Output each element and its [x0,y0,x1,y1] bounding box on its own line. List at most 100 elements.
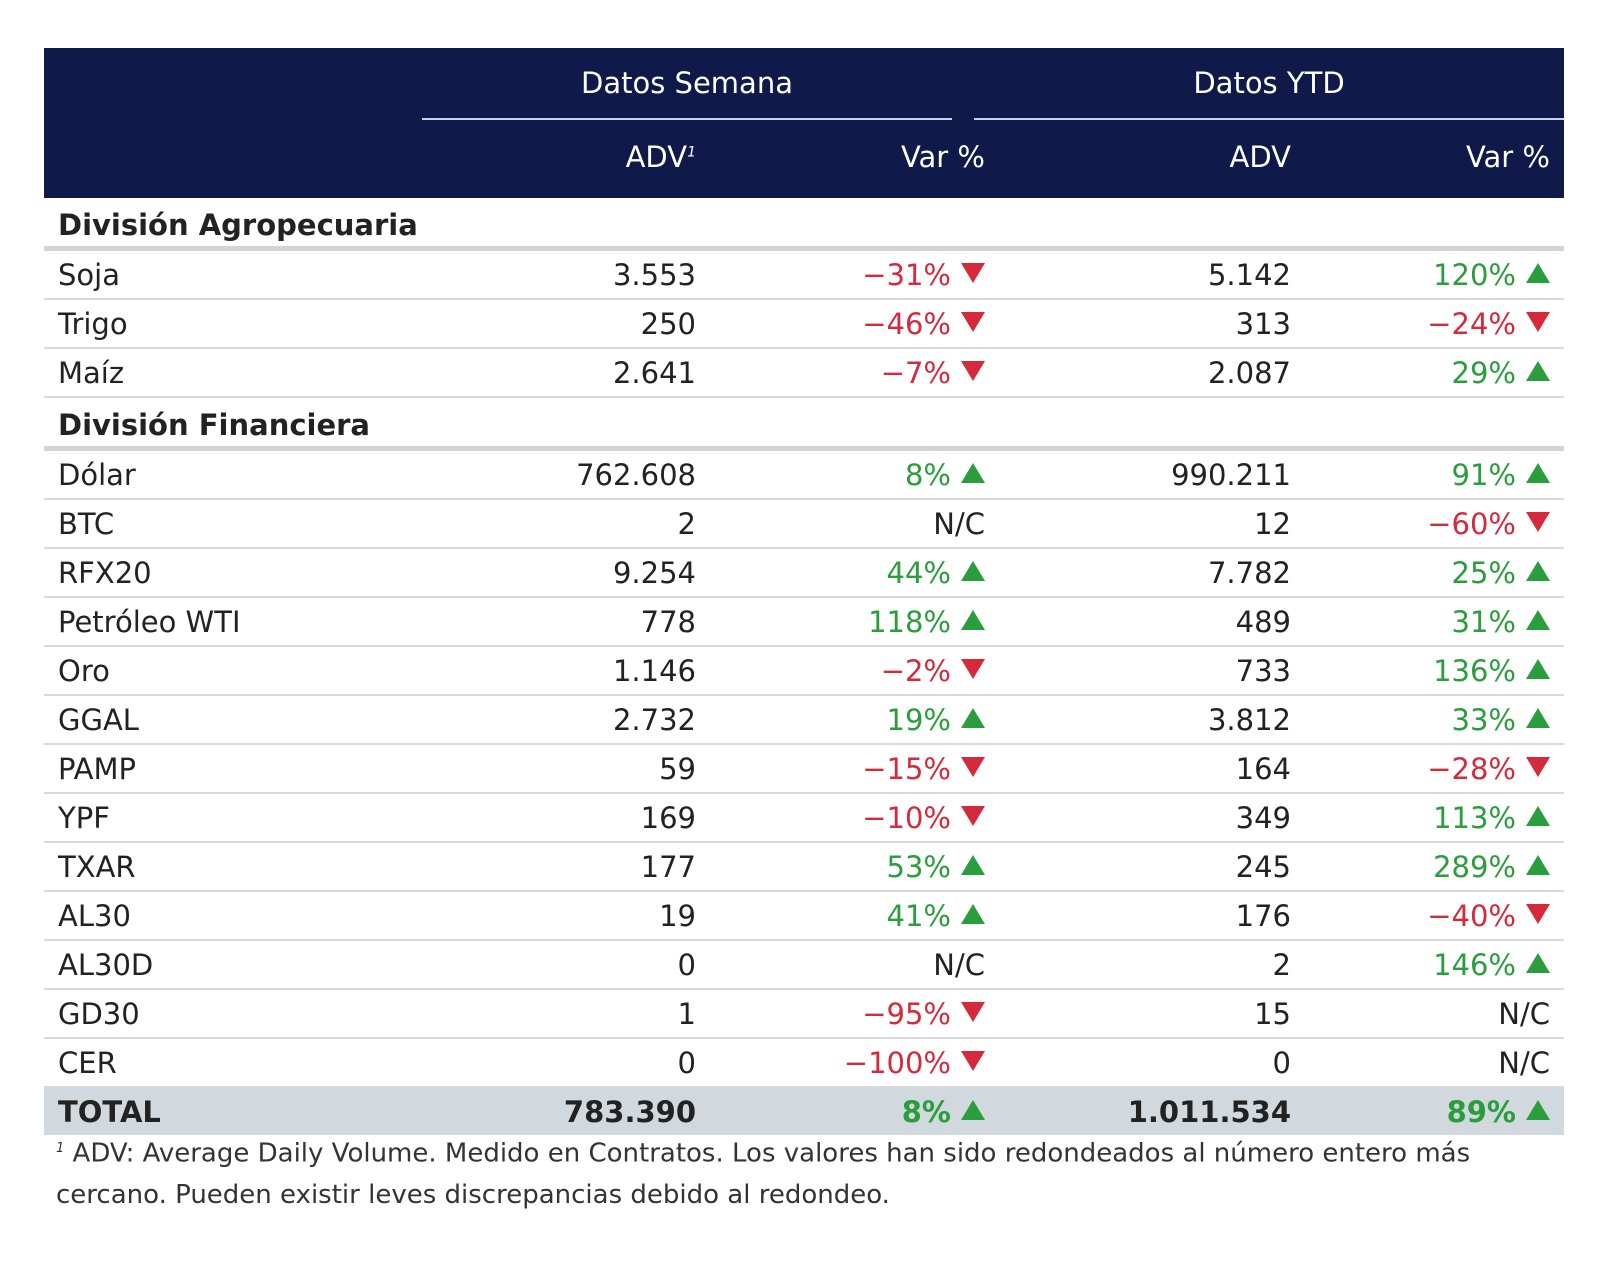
section-title: División Agropecuaria [58,208,418,242]
triangle-up-icon [1526,610,1550,630]
adv-ytd-cell: 2.087 [1207,356,1291,390]
table-row: Oro 1.146 −2% 733 136% [44,647,1564,696]
var-value: 91% [1451,458,1516,492]
adv-week-cell: 783.390 [563,1095,696,1129]
adv-week-cell: 2.641 [612,356,696,390]
adv-ytd-cell: 0 [1272,1046,1291,1080]
group-divider-ytd [974,118,1564,120]
var-cell: −2% [881,654,985,688]
row-label: Soja [58,258,120,292]
var-cell: −7% [881,356,985,390]
var-cell: 118% [868,605,985,639]
adv-ytd-cell: 733 [1235,654,1291,688]
var-value: 53% [886,850,951,884]
adv-week-cell: 762.608 [576,458,696,492]
var-value: 136% [1433,654,1516,688]
adv-ytd-cell: 990.211 [1171,458,1291,492]
adv-week-cell: 19 [659,899,696,933]
var-cell: 289% [1433,850,1550,884]
row-label: GD30 [58,997,140,1031]
triangle-down-icon [961,757,985,777]
table-row: AL30D 0 N/C 2 146% [44,941,1564,990]
var-value: 289% [1433,850,1516,884]
triangle-up-icon [1526,855,1550,875]
adv-ytd-cell: 1.011.534 [1127,1095,1291,1129]
var-cell: N/C [933,507,985,541]
var-value: −100% [843,1046,951,1080]
var-value: 41% [886,899,951,933]
var-value: 89% [1446,1095,1516,1129]
adv-table: Datos Semana Datos YTD ADV1 Var % ADV Va… [44,48,1564,1135]
row-label: AL30 [58,899,131,933]
var-value: 29% [1451,356,1516,390]
table-row: Soja 3.553 −31% 5.142 120% [44,251,1564,300]
adv-ytd-cell: 7.782 [1207,556,1291,590]
var-value: 44% [886,556,951,590]
var-value: 33% [1451,703,1516,737]
var-cell: 33% [1452,703,1550,737]
var-cell: −24% [1427,307,1550,341]
table-row: RFX20 9.254 44% 7.782 25% [44,549,1564,598]
triangle-down-icon [1526,904,1550,924]
footnote-mark: 1 [56,1141,65,1156]
triangle-up-icon [961,463,985,483]
triangle-up-icon [961,904,985,924]
group-divider-week [422,118,952,120]
var-cell: 25% [1452,556,1550,590]
row-label: Dólar [58,458,136,492]
triangle-down-icon [961,263,985,283]
col-header-var-ytd: Var % [1465,140,1550,174]
table-header: Datos Semana Datos YTD ADV1 Var % ADV Va… [44,48,1564,198]
table-row: BTC 2 N/C 12 −60% [44,500,1564,549]
var-value: −7% [880,356,951,390]
adv-ytd-cell: 12 [1254,507,1291,541]
var-cell: 113% [1433,801,1550,835]
var-value: −2% [880,654,951,688]
var-value: −31% [862,258,951,292]
adv-week-cell: 169 [640,801,696,835]
adv-week-cell: 0 [677,948,696,982]
var-cell: −60% [1427,507,1550,541]
var-cell: 44% [887,556,985,590]
var-value: N/C [1498,1046,1550,1080]
var-value: −24% [1427,307,1516,341]
triangle-down-icon [961,312,985,332]
section-title: División Financiera [58,408,371,442]
adv-week-cell: 250 [640,307,696,341]
var-cell: 31% [1452,605,1550,639]
adv-ytd-cell: 2 [1272,948,1291,982]
var-value: 25% [1451,556,1516,590]
table-row: CER 0 −100% 0 N/C [44,1039,1564,1088]
footnote-text: ADV: Average Daily Volume. Medido en Con… [56,1138,1471,1210]
var-cell: N/C [933,948,985,982]
var-cell: 41% [887,899,985,933]
row-label: Maíz [58,356,125,390]
var-value: −40% [1427,899,1516,933]
var-value: −46% [862,307,951,341]
var-cell: −46% [862,307,985,341]
row-label: Trigo [58,307,128,341]
row-label: GGAL [58,703,139,737]
triangle-up-icon [961,1100,985,1120]
adv-ytd-cell: 349 [1235,801,1291,835]
triangle-up-icon [961,855,985,875]
triangle-up-icon [1526,361,1550,381]
var-cell: 53% [887,850,985,884]
var-value: 19% [886,703,951,737]
adv-ytd-cell: 176 [1235,899,1291,933]
adv-week-cell: 1.146 [612,654,696,688]
adv-ytd-cell: 15 [1254,997,1291,1031]
col-header-var-week: Var % [900,140,985,174]
table-row: TXAR 177 53% 245 289% [44,843,1564,892]
table-row: GGAL 2.732 19% 3.812 33% [44,696,1564,745]
group-header-ytd: Datos YTD [1193,66,1345,100]
col-header-adv-week: ADV1 [626,140,696,174]
var-cell: N/C [1498,997,1550,1031]
var-value: 31% [1451,605,1516,639]
triangle-down-icon [1526,312,1550,332]
section-header: División Agropecuaria [44,198,1564,251]
var-value: 113% [1433,801,1516,835]
triangle-up-icon [1526,561,1550,581]
triangle-up-icon [1526,263,1550,283]
var-cell: −95% [862,997,985,1031]
